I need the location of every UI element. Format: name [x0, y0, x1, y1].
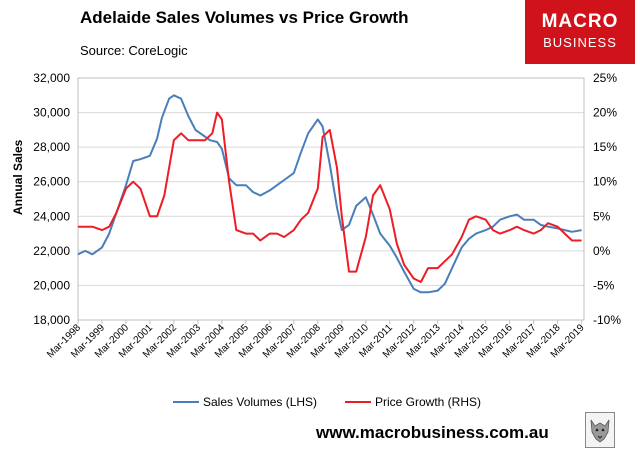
wolf-icon	[585, 412, 615, 448]
y2-tick-label: -5%	[593, 278, 615, 292]
chart-source: Source: CoreLogic	[80, 43, 188, 58]
series-lines	[77, 94, 582, 294]
logo-line1: MACRO	[541, 11, 619, 32]
y-tick-label: 18,000	[33, 313, 70, 327]
series-line-price-growth	[78, 111, 582, 283]
y-axis-right: 25% 20% 15% 10% 5% 0% -5% -10%	[593, 71, 621, 327]
y2-tick-label: 15%	[593, 140, 617, 154]
y-tick-label: 32,000	[33, 71, 70, 85]
x-axis: Mar-1998Mar-1999Mar-2000Mar-2001Mar-2002…	[45, 320, 587, 360]
series-line-sales-volumes	[77, 94, 582, 294]
logo-line2: BUSINESS	[543, 35, 617, 50]
chart-title: Adelaide Sales Volumes vs Price Growth	[80, 8, 409, 27]
y-tick-label: 26,000	[33, 175, 70, 189]
y-tick-label: 28,000	[33, 140, 70, 154]
legend-label: Sales Volumes (LHS)	[203, 395, 317, 409]
y-tick-label: 20,000	[33, 278, 70, 292]
y-axis-left: 32,000 30,000 28,000 26,000 24,000 22,000 20,0…	[33, 71, 70, 327]
y-tick-label: 30,000	[33, 106, 70, 120]
gridlines	[78, 77, 584, 321]
macrobusiness-logo: MACRO BUSINESS	[525, 0, 635, 64]
y2-tick-label: 0%	[593, 244, 611, 258]
y2-tick-label: 25%	[593, 71, 617, 85]
legend: Sales Volumes (LHS) Price Growth (RHS)	[173, 395, 481, 409]
website-url: www.macrobusiness.com.au	[316, 423, 549, 442]
legend-label: Price Growth (RHS)	[375, 395, 481, 409]
y2-tick-label: -10%	[593, 313, 621, 327]
y-tick-label: 24,000	[33, 209, 70, 223]
y2-tick-label: 10%	[593, 175, 617, 189]
y2-tick-label: 20%	[593, 106, 617, 120]
y2-tick-label: 5%	[593, 209, 611, 223]
y-tick-label: 22,000	[33, 244, 70, 258]
plot-border	[77, 77, 585, 321]
